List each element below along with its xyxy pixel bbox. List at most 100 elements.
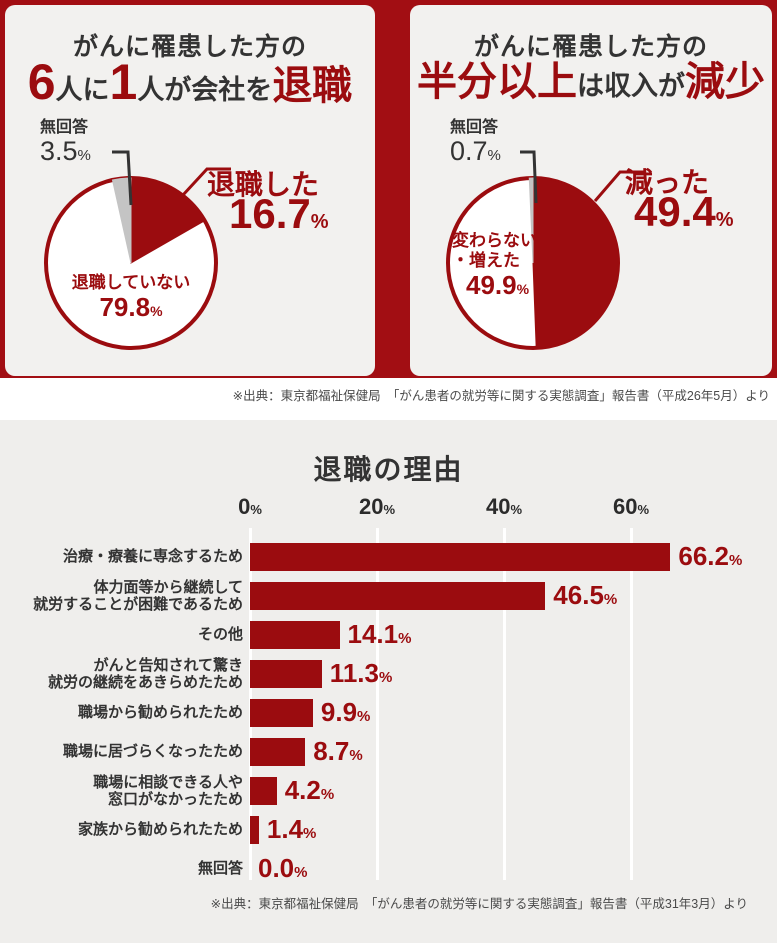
bar-category-label: 職場に居づらくなったため — [0, 743, 243, 760]
bar-category-line: 就労することが困難であるため — [33, 595, 243, 613]
bar-row: 治療・療養に専念するため 66.2% — [0, 537, 777, 576]
pie-value-decreased: 49.4% — [634, 188, 734, 235]
bar-value-label: 9.9% — [320, 697, 371, 727]
headline-segment: は収入が — [577, 71, 685, 101]
bar-track: 1.4% — [250, 814, 777, 844]
pie-label-resigned: 退職した — [207, 169, 320, 200]
bar-chart-panel: 退職の理由 0% 20% 40% 60% 治療・療養に専念するため 66.2% 体力面等か… — [0, 420, 777, 943]
pie-label-unchanged: 変わらない ・増えた 49.9% — [452, 231, 537, 300]
bar-chart-title: 退職の理由 — [313, 454, 464, 485]
pie-slice-減った — [532, 177, 619, 349]
bar-category-line: がんと告知されて驚き — [93, 656, 243, 674]
gridline-60 — [629, 528, 633, 880]
bar-fill — [250, 542, 671, 571]
bar-category-label: 家族から勧められたため — [0, 821, 243, 838]
headline-segment: 人が会社を — [137, 75, 273, 105]
card-headline: 6人に1人が会社を退職 — [5, 51, 375, 126]
source-citation-bottom: ※出典：東京都福祉保健局 「がん患者の就労等に関する実態調査」報告書（平成31年… — [210, 897, 748, 911]
headline-segment: 減少 — [685, 60, 765, 104]
bar-category-label: 治療・療養に専念するため — [0, 548, 243, 565]
bar-track: 4.2% — [250, 775, 777, 805]
pie-chart-income — [446, 176, 620, 350]
card-resignation: がんに罹患した方の 6人に1人が会社を退職 無回答 3.5% 退職した 16.7… — [5, 5, 375, 376]
bar-category-line: 体力面等から継続して — [93, 578, 243, 596]
bar-category-label: 体力面等から継続して 就労することが困難であるため — [0, 579, 243, 613]
axis-tick-0: 0% — [238, 494, 262, 519]
bar-fill — [250, 698, 313, 727]
bar-track: 66.2% — [250, 541, 777, 571]
bar-category-label: 職場から勧められたため — [0, 704, 243, 721]
source-band: ※出典：東京都福祉保健局 「がん患者の就労等に関する実態調査」報告書（平成26年… — [0, 378, 777, 420]
bar-track: 9.9% — [250, 697, 777, 727]
bar-row: 家族から勧められたため 1.4% — [0, 810, 777, 849]
bar-category-line: 職場に相談できる人や — [93, 773, 243, 791]
headline-segment: 人に — [55, 75, 110, 105]
gridline-20 — [375, 528, 379, 880]
bar-category-label: 職場に相談できる人や 窓口がなかったため — [0, 774, 243, 808]
axis-tick-20: 20% — [358, 494, 396, 519]
bar-value-label: 46.5% — [553, 580, 618, 610]
bar-track: 0.0% — [250, 853, 777, 883]
card-headline: 半分以上は収入が減少 — [410, 51, 772, 122]
no-answer-label: 無回答 — [450, 119, 499, 136]
bar-fill — [250, 659, 322, 688]
bar-fill — [250, 581, 546, 610]
bar-track: 14.1% — [250, 619, 777, 649]
bar-category-label: がんと告知されて驚き 就労の継続をあきらめたため — [0, 657, 243, 691]
bar-value-label: 8.7% — [313, 736, 363, 766]
bar-fill — [250, 620, 340, 649]
bar-value-label: 1.4% — [266, 814, 317, 844]
bar-fill — [250, 737, 306, 766]
pie-label-decreased: 減った — [625, 167, 710, 198]
card-title: がんに罹患した方の — [473, 33, 708, 61]
bar-category-label: その他 — [0, 626, 243, 643]
bar-row: 職場から勧められたため 9.9% — [0, 693, 777, 732]
no-answer-value: 0.7% — [450, 136, 501, 166]
pie-value-resigned: 16.7% — [229, 190, 329, 237]
pie-label-not-resigned: 退職していない 79.8% — [71, 273, 191, 322]
bar-track: 11.3% — [250, 658, 777, 688]
bar-row: 職場に相談できる人や 窓口がなかったため 4.2% — [0, 771, 777, 810]
bar-row: 無回答 0.0% — [0, 849, 777, 888]
bar-track: 46.5% — [250, 580, 777, 610]
bar-category-line: 就労の継続をあきらめたため — [47, 673, 243, 691]
bar-category-label: 無回答 — [0, 860, 243, 877]
bar-chart-rows: 治療・療養に専念するため 66.2% 体力面等から継続して 就労することが困難であるた… — [0, 537, 777, 888]
headline-segment: 半分以上 — [417, 60, 577, 104]
bar-category-line: 職場に居づらくなったため — [62, 743, 243, 760]
pie-label-no-answer: 無回答 0.7% — [450, 113, 501, 170]
headline-segment: 1 — [109, 54, 138, 110]
pie-label-no-answer: 無回答 3.5% — [40, 113, 91, 170]
card-income: がんに罹患した方の 半分以上は収入が減少 無回答 0.7% 減った 49.4% … — [410, 5, 772, 376]
bar-fill — [250, 776, 277, 805]
bar-value-label: 0.0% — [258, 853, 308, 883]
pie-slice-退職した — [130, 177, 206, 264]
bar-row: 職場に居づらくなったため 8.7% — [0, 732, 777, 771]
gridline-40 — [502, 528, 506, 880]
bar-row: その他 14.1% — [0, 615, 777, 654]
headline-segment: 6 — [27, 54, 56, 110]
bar-category-line: 治療・療養に専念するため — [62, 548, 243, 565]
bar-category-line: 無回答 — [197, 860, 243, 877]
bar-value-label: 11.3% — [329, 658, 393, 688]
bar-fill — [250, 815, 259, 844]
bar-value-label: 66.2% — [678, 541, 743, 571]
bar-track: 8.7% — [250, 736, 777, 766]
pie-chart-resignation — [44, 176, 218, 350]
pie-section: がんに罹患した方の 6人に1人が会社を退職 無回答 3.5% 退職した 16.7… — [0, 0, 777, 378]
axis-tick-40: 40% — [485, 494, 523, 519]
bar-category-line: その他 — [197, 626, 243, 643]
bar-category-line: 窓口がなかったため — [107, 790, 243, 808]
card-title: がんに罹患した方の — [72, 33, 307, 61]
bar-row: がんと告知されて驚き 就労の継続をあきらめたため 11.3% — [0, 654, 777, 693]
bar-value-label: 4.2% — [284, 775, 335, 805]
bar-category-line: 家族から勧められたため — [77, 821, 243, 838]
no-answer-value: 3.5% — [40, 136, 91, 166]
source-citation-top: ※出典：東京都福祉保健局 「がん患者の就労等に関する実態調査」報告書（平成26年… — [232, 389, 770, 403]
bar-row: 体力面等から継続して 就労することが困難であるため 46.5% — [0, 576, 777, 615]
bar-category-line: 職場から勧められたため — [77, 704, 243, 721]
no-answer-label: 無回答 — [40, 119, 89, 136]
axis-tick-60: 60% — [612, 494, 650, 519]
bar-value-label: 14.1% — [347, 619, 412, 649]
